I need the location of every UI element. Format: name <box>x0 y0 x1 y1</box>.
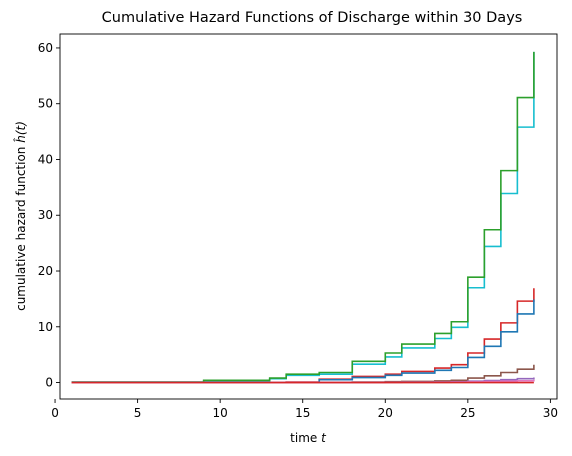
x-tick-label: 5 <box>134 406 142 420</box>
y-axis: 0 10 20 30 40 50 60 <box>38 41 60 390</box>
y-tick-label: 40 <box>38 152 53 166</box>
y-tick-label: 50 <box>38 97 53 111</box>
y-tick-label: 30 <box>38 208 53 222</box>
plot-frame <box>59 33 558 400</box>
hazard-series-line-3 <box>71 288 535 384</box>
x-axis-label-text: time <box>290 431 317 445</box>
x-axis-label: time t <box>290 431 327 445</box>
x-tick-label: 10 <box>213 406 228 420</box>
hazard-series-line-2 <box>71 51 535 383</box>
x-tick-label: 30 <box>543 406 558 420</box>
x-axis: 0 5 10 15 20 25 30 <box>51 399 558 420</box>
y-tick-label: 60 <box>38 41 53 55</box>
y-tick-label: 0 <box>45 376 53 390</box>
series-layer <box>71 51 535 384</box>
y-axis-label-text: cumulative hazard function <box>14 147 28 311</box>
x-axis-label-var: t <box>321 431 327 445</box>
hazard-series-line-4 <box>71 299 535 384</box>
y-axis-label: cumulative hazard function ĥ(t) <box>13 121 28 311</box>
chart-title: Cumulative Hazard Functions of Discharge… <box>102 10 523 26</box>
y-axis-label-var: ĥ(t) <box>13 121 28 143</box>
x-tick-label: 25 <box>460 406 475 420</box>
x-tick-label: 20 <box>378 406 393 420</box>
y-tick-label: 10 <box>38 320 53 334</box>
x-tick-label: 0 <box>51 406 59 420</box>
y-tick-label: 20 <box>38 264 53 278</box>
x-tick-label: 15 <box>295 406 310 420</box>
hazard-series-line-1 <box>71 51 535 383</box>
